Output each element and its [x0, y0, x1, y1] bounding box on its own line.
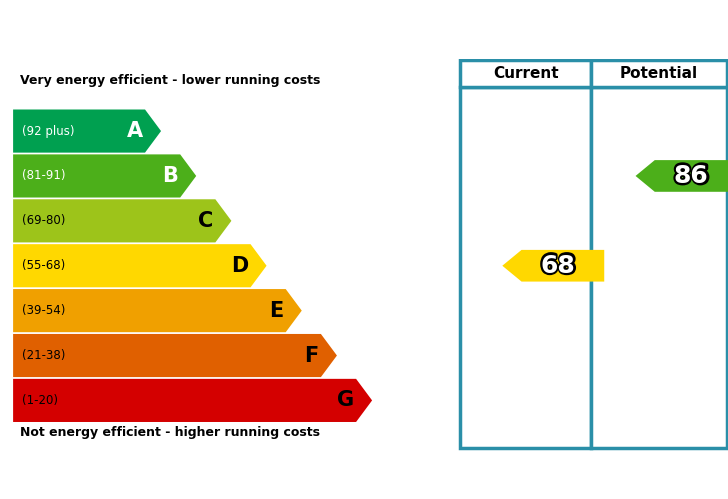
Bar [460, 60, 591, 87]
Polygon shape [502, 250, 604, 281]
Text: G: G [337, 390, 354, 410]
Text: 68: 68 [541, 253, 575, 278]
Bar [591, 60, 727, 87]
Text: (21-38): (21-38) [22, 349, 66, 362]
Polygon shape [13, 379, 372, 422]
Text: F: F [304, 345, 319, 366]
Text: (55-68): (55-68) [22, 259, 65, 272]
Text: 86: 86 [674, 164, 708, 188]
Text: E: E [269, 300, 283, 321]
Polygon shape [636, 160, 728, 192]
Polygon shape [13, 154, 197, 198]
Text: D: D [231, 255, 248, 276]
Text: B: B [162, 166, 178, 186]
Text: (1-20): (1-20) [22, 394, 58, 407]
Polygon shape [13, 289, 301, 332]
Text: (39-54): (39-54) [22, 304, 66, 317]
Text: (92 plus): (92 plus) [22, 125, 74, 138]
Text: Not energy efficient - higher running costs: Not energy efficient - higher running co… [20, 426, 320, 440]
Text: Very energy efficient - lower running costs: Very energy efficient - lower running co… [20, 74, 321, 87]
Text: Energy Efficiency Rating: Energy Efficiency Rating [22, 13, 482, 46]
Text: (81-91): (81-91) [22, 170, 66, 183]
Polygon shape [13, 109, 161, 153]
Text: 68: 68 [541, 253, 575, 278]
Bar [591, 87, 727, 449]
Text: Current: Current [493, 66, 558, 81]
Polygon shape [13, 244, 266, 287]
Polygon shape [13, 334, 337, 377]
Bar [460, 87, 591, 449]
Text: Potential: Potential [620, 66, 698, 81]
Text: (69-80): (69-80) [22, 215, 66, 228]
Text: 86: 86 [674, 164, 708, 188]
Text: A: A [127, 121, 143, 141]
Polygon shape [13, 199, 232, 243]
Text: C: C [198, 211, 213, 231]
